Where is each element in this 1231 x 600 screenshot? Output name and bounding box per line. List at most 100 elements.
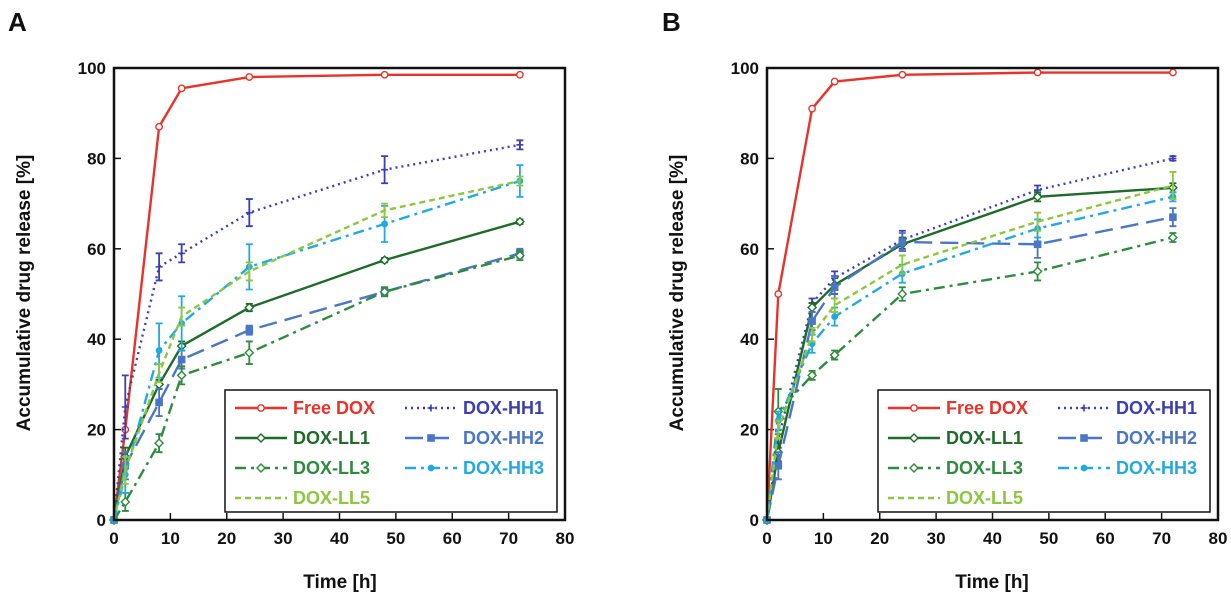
error-bar: [774, 419, 782, 440]
data-point: [514, 250, 525, 261]
data-point: [516, 141, 524, 149]
legend-item-dox-hh2: DOX-HH2: [405, 428, 544, 448]
data-point: [808, 104, 816, 113]
error-bar: [831, 297, 839, 313]
data-point: [1033, 68, 1042, 77]
legend-marker: [256, 463, 266, 473]
legend-item-dox-ll5: DOX-LL5: [235, 488, 370, 508]
data-point: [380, 70, 389, 79]
x-tick-label: 80: [556, 529, 575, 548]
data-point: [120, 496, 131, 507]
data-point: [1169, 68, 1177, 77]
data-point: [516, 70, 524, 79]
y-tick-label: 0: [97, 511, 106, 530]
legend-item-dox-hh3: DOX-HH3: [405, 458, 544, 478]
data-point: [155, 263, 163, 271]
y-tick-label: 20: [740, 421, 759, 440]
x-tick-label: 40: [983, 529, 1002, 548]
data-point: [1032, 191, 1043, 202]
data-point: [245, 73, 254, 81]
x-tick-label: 40: [330, 529, 349, 548]
y-tick-label: 40: [740, 330, 759, 349]
panel-b: B Accumulative drug release [%] Time [h]…: [662, 7, 1227, 593]
x-tick-label: 10: [161, 529, 180, 548]
data-point: [178, 249, 186, 257]
data-point: [1032, 266, 1043, 277]
legend-label: DOX-LL5: [293, 488, 370, 508]
data-point: [121, 403, 129, 411]
x-tick-label: 60: [443, 529, 462, 548]
data-point: [154, 438, 165, 449]
legend-marker: [1080, 464, 1088, 472]
legend-label: Free DOX: [946, 398, 1028, 418]
legend-marker: [910, 404, 918, 412]
legend-label: DOX-HH1: [1116, 398, 1197, 418]
legend-box: [877, 389, 1211, 513]
data-point: [774, 290, 783, 298]
x-tick-label: 30: [274, 529, 293, 548]
legend-marker: [427, 464, 435, 472]
legend-item-dox-ll1: DOX-LL1: [888, 428, 1023, 448]
error-bar: [808, 327, 816, 343]
legend-label: DOX-HH3: [463, 458, 544, 478]
legend-label: Free DOX: [293, 398, 375, 418]
data-point: [244, 347, 255, 358]
error-bar: [121, 455, 129, 485]
y-tick-label: 60: [740, 240, 759, 259]
legend-item-dox-hh2: DOX-HH2: [1058, 428, 1197, 448]
legend-marker: [427, 404, 435, 412]
error-bar: [245, 261, 253, 282]
legend-item-dox-hh3: DOX-HH3: [1058, 458, 1197, 478]
data-point: [1033, 240, 1042, 249]
plot-frame: [765, 66, 1220, 522]
legend-item-dox-hh1: DOX-HH1: [1058, 398, 1197, 418]
data-point: [177, 84, 186, 93]
legend-marker: [909, 463, 919, 473]
legend-label: DOX-LL1: [946, 428, 1023, 448]
legend-label: DOX-LL1: [293, 428, 370, 448]
series-free-dox: [763, 68, 1177, 524]
data-point: [830, 77, 839, 86]
y-tick-label: 0: [750, 511, 759, 530]
legend-label: DOX-HH2: [1116, 428, 1197, 448]
legend-label: DOX-LL3: [293, 458, 370, 478]
y-tick-label: 80: [740, 149, 759, 168]
x-tick-label: 30: [927, 529, 946, 548]
legend-item-dox-ll1: DOX-LL1: [235, 428, 370, 448]
legend-item-free-dox: Free DOX: [888, 398, 1028, 418]
legend-label: DOX-HH1: [463, 398, 544, 418]
y-tick-label: 100: [731, 59, 759, 78]
error-bar: [178, 306, 186, 327]
error-bar: [1169, 171, 1177, 200]
data-point: [381, 166, 389, 174]
x-tick-label: 60: [1096, 529, 1115, 548]
legend-marker: [257, 404, 265, 412]
x-tick-label: 20: [217, 529, 236, 548]
x-tick-label: 70: [1152, 529, 1171, 548]
plot-frame: [112, 66, 567, 522]
panel-label: B: [662, 7, 681, 37]
legend-item-dox-ll3: DOX-LL3: [888, 458, 1023, 478]
data-point: [514, 216, 525, 227]
data-point: [1167, 232, 1178, 243]
legend-marker: [427, 434, 435, 442]
data-point: [155, 347, 163, 354]
data-point: [176, 370, 187, 381]
legend-marker: [1080, 404, 1088, 412]
legend-marker: [1080, 434, 1088, 442]
data-point: [381, 220, 388, 228]
data-point: [898, 238, 907, 246]
series-dox-ll5: [765, 171, 1177, 521]
data-point: [245, 326, 254, 334]
panel-a: A Accumulative drug release [%] Time [h]…: [8, 7, 574, 593]
legend: Free DOX DOX-HH1 DOX-LL1 DOX-HH2 DOX-LL3 DOX-…: [877, 389, 1211, 513]
error-bar: [1034, 211, 1042, 232]
x-tick-label: 0: [109, 529, 118, 548]
data-point: [1169, 213, 1177, 221]
data-point: [807, 370, 818, 381]
legend-box: [224, 389, 558, 513]
data-point: [379, 286, 390, 297]
legend-item-free-dox: Free DOX: [235, 398, 375, 418]
x-tick-label: 50: [386, 529, 405, 548]
